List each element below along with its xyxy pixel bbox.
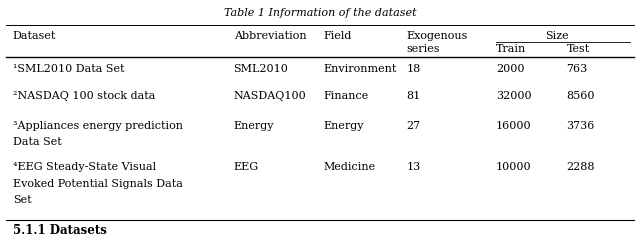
Text: Table 1 Information of the dataset: Table 1 Information of the dataset: [224, 8, 416, 18]
Text: Abbreviation: Abbreviation: [234, 31, 306, 41]
Text: ²NASDAQ 100 stock data: ²NASDAQ 100 stock data: [13, 91, 155, 101]
Text: Energy: Energy: [234, 121, 274, 131]
Text: Energy: Energy: [323, 121, 364, 131]
Text: 27: 27: [406, 121, 420, 131]
Text: 10000: 10000: [496, 162, 532, 172]
Text: ³Appliances energy prediction: ³Appliances energy prediction: [13, 121, 183, 131]
Text: 81: 81: [406, 91, 420, 101]
Text: Environment: Environment: [323, 64, 397, 74]
Text: 763: 763: [566, 64, 588, 74]
Text: 8560: 8560: [566, 91, 595, 101]
Text: Set: Set: [13, 195, 31, 205]
Text: 13: 13: [406, 162, 420, 172]
Text: Field: Field: [323, 31, 351, 41]
Text: Size: Size: [545, 31, 568, 41]
Text: ⁴EEG Steady-State Visual: ⁴EEG Steady-State Visual: [13, 162, 156, 172]
Text: 3736: 3736: [566, 121, 595, 131]
Text: ¹SML2010 Data Set: ¹SML2010 Data Set: [13, 64, 124, 74]
Text: 2288: 2288: [566, 162, 595, 172]
Text: Data Set: Data Set: [13, 137, 61, 147]
Text: 18: 18: [406, 64, 420, 74]
Text: SML2010: SML2010: [234, 64, 289, 74]
Text: NASDAQ100: NASDAQ100: [234, 91, 307, 101]
Text: EEG: EEG: [234, 162, 259, 172]
Text: Exogenous: Exogenous: [406, 31, 468, 41]
Text: series: series: [406, 44, 440, 53]
Text: 32000: 32000: [496, 91, 532, 101]
Text: Test: Test: [566, 44, 589, 53]
Text: Evoked Potential Signals Data: Evoked Potential Signals Data: [13, 179, 182, 189]
Text: Dataset: Dataset: [13, 31, 56, 41]
Text: 2000: 2000: [496, 64, 525, 74]
Text: Finance: Finance: [323, 91, 369, 101]
Text: 16000: 16000: [496, 121, 532, 131]
Text: 5.1.1 Datasets: 5.1.1 Datasets: [13, 224, 107, 237]
Text: Train: Train: [496, 44, 526, 53]
Text: Medicine: Medicine: [323, 162, 375, 172]
